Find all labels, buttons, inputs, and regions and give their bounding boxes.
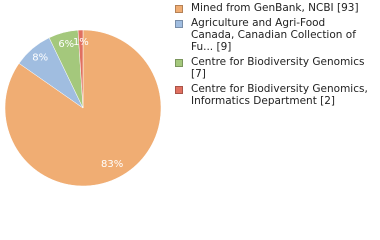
legend-swatch [175, 86, 183, 94]
legend-item: Centre for Biodiversity Genomics, Inform… [172, 83, 372, 107]
pie-slice [77, 29, 84, 109]
legend-label: Agriculture and Agri-Food Canada, Canadi… [191, 17, 356, 53]
slice-label: 83% [101, 159, 123, 170]
legend-swatch [175, 5, 183, 13]
legend-label: Centre for Biodiversity Genomics [7] [191, 56, 365, 80]
legend-label: Centre for Biodiversity Genomics, Inform… [191, 83, 368, 107]
legend-item: Agriculture and Agri-Food Canada, Canadi… [172, 17, 372, 53]
slice-label: 6% [58, 39, 74, 50]
legend: Mined from GenBank, NCBI [93] Agriculture… [172, 2, 372, 110]
legend-swatch [175, 20, 183, 28]
legend-item: Centre for Biodiversity Genomics [7] [172, 56, 372, 80]
slice-label: 1% [73, 37, 89, 48]
legend-label: Mined from GenBank, NCBI [93] [191, 2, 359, 14]
slice-label: 8% [32, 53, 48, 64]
legend-swatch [175, 59, 183, 67]
pie: 83% 8% 6%1% [4, 29, 162, 187]
legend-item: Mined from GenBank, NCBI [93] [172, 2, 372, 14]
